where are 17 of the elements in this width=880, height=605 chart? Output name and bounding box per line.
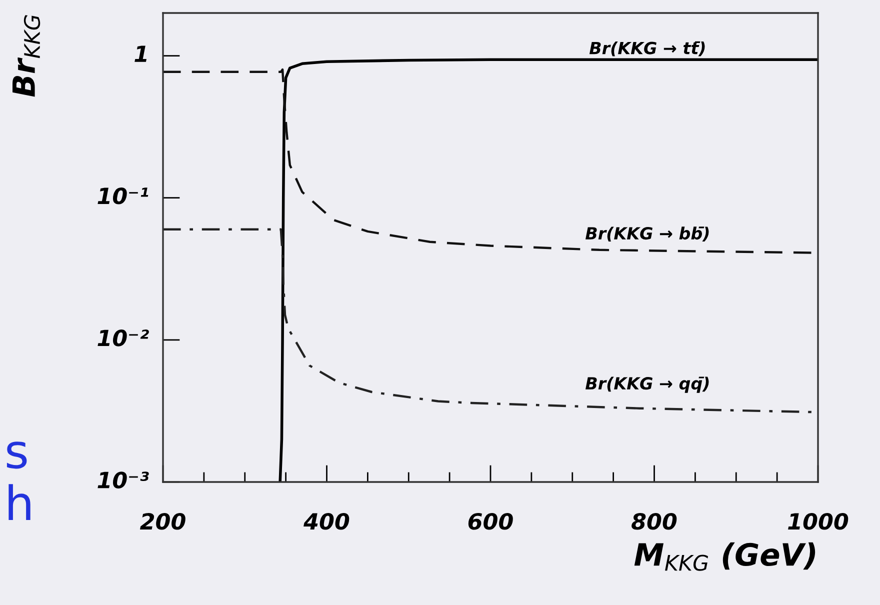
line-series bbox=[278, 58, 818, 482]
annotation: Br(KKG → bb̄) bbox=[586, 226, 709, 242]
y-tick-label: 10⁻² bbox=[98, 330, 149, 346]
annotation: Br(KKG → qq̄) bbox=[586, 376, 709, 393]
y-tick-label: 10⁻³ bbox=[98, 472, 149, 488]
text: h bbox=[8, 484, 30, 520]
y-tick-label: 1 bbox=[134, 46, 146, 62]
x-axis-title: M$_{KKG}$ (GeV) bbox=[634, 542, 816, 571]
text: s bbox=[6, 442, 27, 469]
x-tick-label: 600 bbox=[468, 512, 513, 530]
y-tick-label: 10⁻¹ bbox=[98, 187, 148, 204]
annotation: Br(KKG → tt̄) bbox=[589, 41, 705, 56]
x-tick-label: 800 bbox=[632, 512, 677, 530]
x-tick-label: 200 bbox=[140, 512, 186, 530]
x-tick-label: 400 bbox=[304, 512, 350, 530]
x-tick-label: 1000 bbox=[788, 512, 848, 530]
y-axis-title: Br$_{KKG}$ bbox=[12, 15, 40, 97]
